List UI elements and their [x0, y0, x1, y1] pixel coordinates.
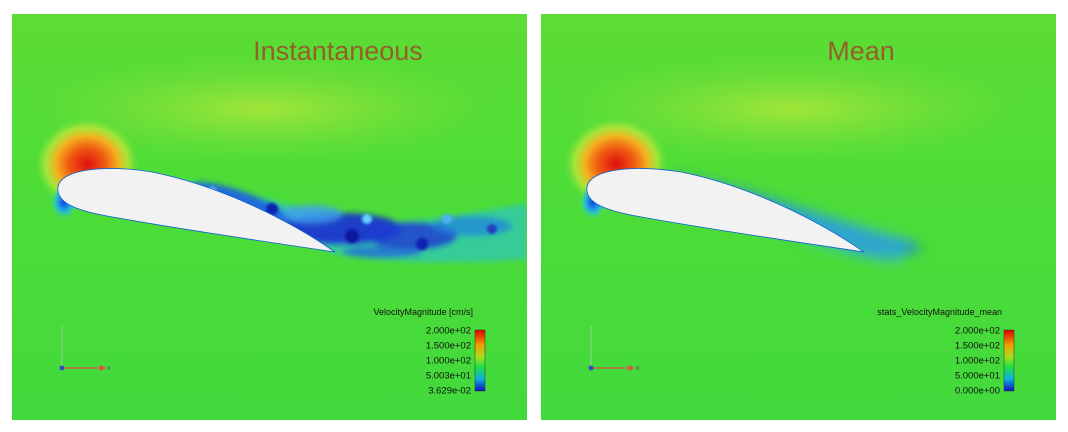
color-bar-label: 5.003e+01: [426, 371, 471, 382]
axis-triad: x: [588, 326, 640, 372]
field-region: [551, 54, 1031, 164]
color-bar-label: 1.000e+02: [426, 356, 471, 367]
color-bar: [1003, 329, 1015, 392]
legend-title: VelocityMagnitude [cm/s]: [373, 307, 473, 317]
axis-label: x: [107, 365, 111, 372]
color-bar-label: 1.000e+02: [955, 356, 1000, 367]
color-bar-label: 1.500e+02: [426, 341, 471, 352]
color-bar-label: 2.000e+02: [955, 326, 1000, 337]
color-bar-label: 1.500e+02: [955, 341, 1000, 352]
axis-label: x: [636, 365, 640, 372]
color-bar-label: 5.000e+01: [955, 371, 1000, 382]
color-bar: [474, 329, 486, 392]
panel-instantaneous: Instantaneous VelocityMagnitude [cm/s] 2…: [12, 14, 527, 420]
color-bar-label: 2.000e+02: [426, 326, 471, 337]
vortices: [207, 187, 497, 250]
panel-mean: Mean stats_VelocityMagnitude_mean 2.000e…: [541, 14, 1056, 420]
panel-title: Mean: [827, 36, 895, 66]
field-region: [22, 54, 502, 164]
color-bar-label: 3.629e-02: [428, 386, 471, 397]
panel-title: Instantaneous: [253, 36, 423, 66]
legend-title: stats_VelocityMagnitude_mean: [877, 307, 1002, 317]
axis-triad: x: [59, 326, 111, 372]
color-bar-label: 0.000e+00: [955, 386, 1000, 397]
